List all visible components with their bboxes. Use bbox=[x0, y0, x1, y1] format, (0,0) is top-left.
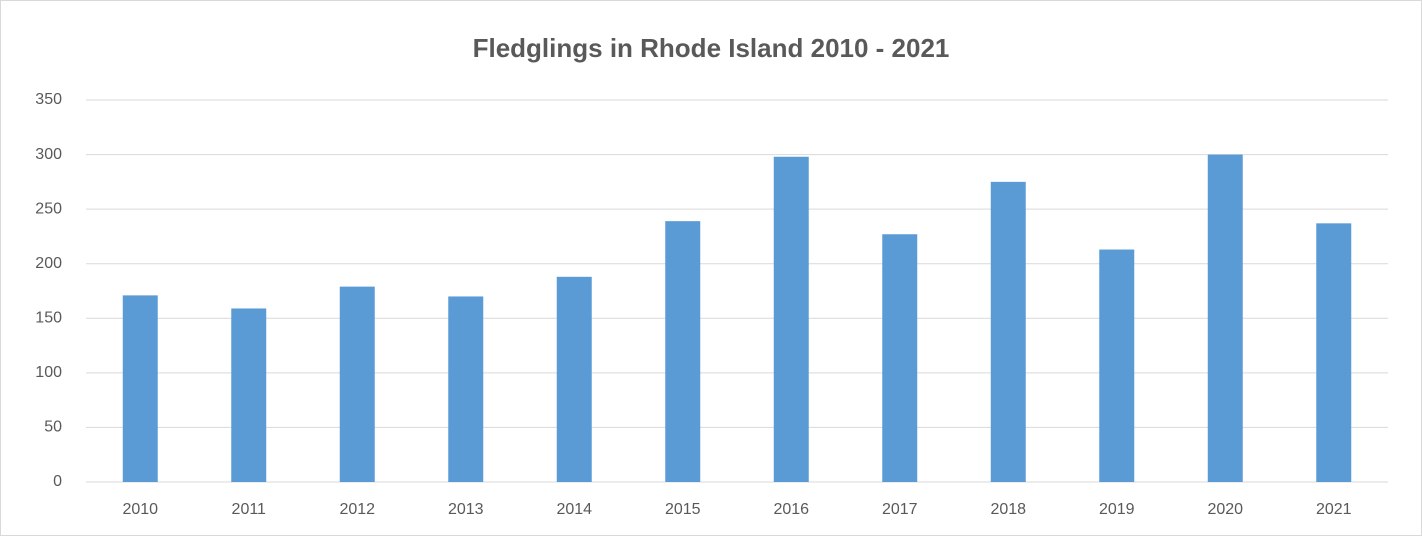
y-tick-label: 100 bbox=[35, 364, 62, 381]
bar bbox=[665, 221, 701, 483]
x-tick-label: 2019 bbox=[1099, 501, 1135, 518]
y-tick-label: 200 bbox=[35, 255, 62, 272]
bar bbox=[1099, 249, 1135, 482]
x-tick-label: 2010 bbox=[122, 501, 158, 518]
y-tick-label: 350 bbox=[35, 91, 62, 108]
bar bbox=[1207, 154, 1243, 483]
x-tick-label: 2011 bbox=[232, 501, 267, 518]
bar bbox=[122, 295, 158, 482]
x-tick-label: 2015 bbox=[665, 501, 701, 518]
bar bbox=[1316, 223, 1352, 482]
y-tick-label: 50 bbox=[44, 419, 62, 436]
x-tick-label: 2017 bbox=[882, 501, 918, 518]
bar bbox=[231, 308, 267, 482]
x-tick-label: 2014 bbox=[556, 501, 592, 518]
y-tick-label: 250 bbox=[35, 200, 62, 217]
x-tick-label: 2012 bbox=[339, 501, 375, 518]
chart-title: Fledglings in Rhode Island 2010 - 2021 bbox=[473, 33, 950, 63]
x-tick-label: 2021 bbox=[1316, 501, 1352, 518]
bar bbox=[773, 156, 809, 483]
y-tick-label: 300 bbox=[35, 146, 62, 163]
bar bbox=[448, 296, 484, 482]
y-tick-label: 150 bbox=[35, 310, 62, 327]
x-tick-label: 2020 bbox=[1207, 501, 1243, 518]
y-tick-label: 0 bbox=[53, 473, 62, 490]
x-tick-label: 2013 bbox=[448, 501, 484, 518]
bar bbox=[990, 181, 1026, 482]
bar bbox=[556, 276, 592, 482]
bar bbox=[882, 234, 918, 482]
bar bbox=[339, 286, 375, 482]
x-tick-label: 2016 bbox=[773, 501, 809, 518]
x-tick-label: 2018 bbox=[990, 501, 1026, 518]
